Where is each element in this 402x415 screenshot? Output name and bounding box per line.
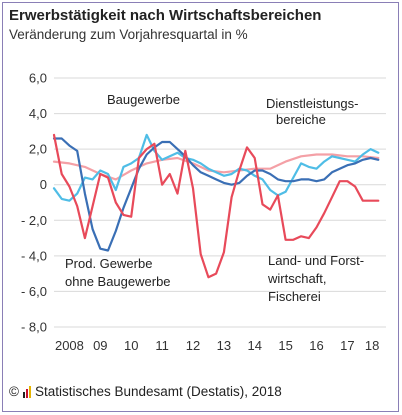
series-annotation: bereiche [276, 112, 326, 127]
series-annotation: wirtschaft, [267, 271, 327, 286]
y-tick-label: - 8,0 [21, 320, 47, 335]
y-tick-label: 4,0 [29, 106, 47, 121]
series-annotation: Baugewerbe [107, 92, 180, 107]
chart-subtitle: Veränderung zum Vorjahresquartal in % [9, 27, 248, 42]
copyright-symbol: © [9, 384, 19, 399]
y-tick-label: - 2,0 [21, 213, 47, 228]
grid-lines [54, 77, 386, 328]
x-tick-label: 11 [155, 338, 169, 353]
source-text: Statistisches Bundesamt (Destatis), 2018 [34, 384, 282, 399]
x-tick-label: 18 [365, 338, 379, 353]
series-annotations: Baugewerbe Dienstleistungs-bereiche Prod. … [65, 92, 364, 304]
y-tick-label: 6,0 [29, 71, 47, 86]
series-line-0 [52, 133, 380, 202]
series-lines [52, 133, 380, 279]
x-tick-label: 2008 [55, 338, 84, 353]
series-line-2 [52, 137, 380, 252]
logo-bar-3 [28, 385, 31, 398]
y-tick-label: 0 [40, 177, 47, 192]
x-tick-label: 16 [309, 338, 323, 353]
logo-bar-1 [22, 391, 25, 398]
x-tick-label: 12 [186, 338, 200, 353]
y-tick-label: - 4,0 [21, 248, 47, 263]
x-tick-label: 14 [248, 338, 262, 353]
x-tick-label: 10 [124, 338, 138, 353]
x-tick-label: 09 [93, 338, 107, 353]
y-tick-label: - 6,0 [21, 284, 47, 299]
series-annotation: Dienstleistungs- [266, 96, 359, 111]
chart-frame [2, 2, 399, 412]
series-annotation: ohne Baugewerbe [65, 274, 171, 289]
y-tick-label: 2,0 [29, 142, 47, 157]
logo-bar-2 [25, 388, 28, 398]
source-footer: © Statistisches Bundesamt (Destatis), 20… [9, 384, 282, 399]
destatis-logo-icon [22, 385, 31, 398]
series-annotation: Fischerei [268, 289, 321, 304]
x-tick-label: 15 [278, 338, 292, 353]
chart-title: Erwerbstätigkeit nach Wirtschaftsbereich… [9, 7, 322, 24]
series-line-3 [52, 133, 380, 279]
series-annotation: Land- und Forst- [268, 253, 364, 268]
x-tick-label: 17 [340, 338, 354, 353]
series-annotation: Prod. Gewerbe [65, 256, 152, 271]
y-axis-tick-labels: 6,0 4,0 2,0 0 - 2,0 - 4,0 - 6,0 - 8,0 [21, 71, 47, 335]
x-tick-label: 13 [217, 338, 231, 353]
x-axis-tick-labels: 2008 09 10 11 12 13 14 15 16 17 18 [55, 338, 379, 353]
